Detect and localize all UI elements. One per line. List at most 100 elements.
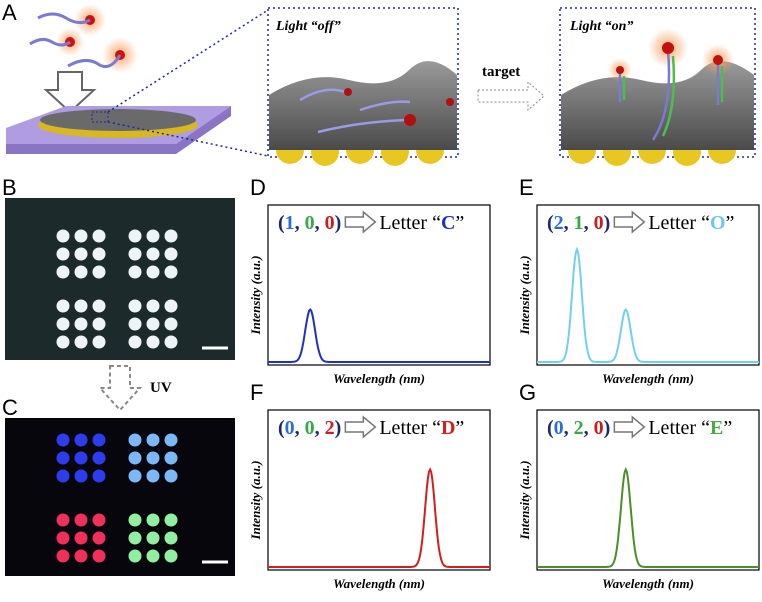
dot <box>164 469 178 483</box>
dot <box>74 229 88 243</box>
uv-arrow: UV <box>97 365 172 412</box>
panel-label: F <box>250 380 263 405</box>
dot <box>128 513 142 527</box>
y-axis-label: Intensity (a.u.) <box>248 460 263 540</box>
arrow-label: target <box>482 64 520 80</box>
dot <box>92 335 106 349</box>
code-token: , <box>295 212 305 234</box>
y-axis-label: Intensity (a.u.) <box>517 460 532 540</box>
dot <box>146 247 160 261</box>
dot <box>92 531 106 545</box>
code-token: , <box>564 212 574 234</box>
spectrum-curve <box>537 467 759 568</box>
dot <box>74 469 88 483</box>
dot <box>146 469 160 483</box>
arrow <box>344 415 377 439</box>
dot <box>74 531 88 545</box>
dot <box>74 513 88 527</box>
plot-frame <box>267 204 491 366</box>
zoom-box-on: Light “on” <box>559 7 756 166</box>
arrow-label: UV <box>150 380 172 396</box>
letter-close: ” <box>723 417 732 439</box>
code-token: 1 <box>574 212 584 234</box>
dot <box>56 299 70 313</box>
mapping-arrow <box>344 415 377 439</box>
dot <box>74 335 88 349</box>
spectrum-panel: G (0, 2, 0) Letter “E” Wavelength (nm) Inten… <box>517 380 760 591</box>
letter-label: Letter “E” <box>648 417 732 439</box>
code-token: 2 <box>325 417 335 439</box>
dot <box>164 433 178 447</box>
plot-frame <box>536 409 760 571</box>
x-axis-label: Wavelength (nm) <box>333 371 425 386</box>
panel-label: B <box>2 175 17 200</box>
panel-label: G <box>519 380 536 405</box>
dot <box>56 451 70 465</box>
dot <box>56 265 70 279</box>
code-token: ( <box>278 417 285 439</box>
dot <box>146 265 160 279</box>
dot <box>92 549 106 563</box>
dot <box>56 335 70 349</box>
spectrum-panel: E (2, 1, 0) Letter “O” Wavelength (nm) Inten… <box>517 175 760 386</box>
spectrum-panel: D (1, 0, 0) Letter “C” Wavelength (nm) Inten… <box>248 175 491 386</box>
code-token: ) <box>335 417 342 439</box>
dot <box>92 513 106 527</box>
code-token: ) <box>335 212 342 234</box>
code-token: ) <box>604 212 611 234</box>
dot <box>92 247 106 261</box>
dot <box>56 433 70 447</box>
dot <box>146 299 160 313</box>
panel-label: C <box>2 395 18 420</box>
dot <box>92 469 106 483</box>
dot <box>56 469 70 483</box>
code-label: (0, 2, 0) <box>547 417 610 439</box>
dot <box>128 265 142 279</box>
panel-label: E <box>519 175 534 200</box>
spectrum-curve <box>268 307 490 363</box>
letter-close: ” <box>455 417 464 439</box>
photo-before <box>5 198 235 360</box>
letter: D <box>441 417 455 439</box>
dot <box>56 513 70 527</box>
x-axis-label: Wavelength (nm) <box>602 576 694 591</box>
code-token: 0 <box>305 212 315 234</box>
dot <box>164 299 178 313</box>
dot <box>146 229 160 243</box>
target-arrow: target <box>477 64 545 112</box>
letter-label: Letter “C” <box>379 212 464 234</box>
dot <box>128 549 142 563</box>
spectrum-panel: F (0, 0, 2) Letter “D” Wavelength (nm) Inten… <box>248 380 491 591</box>
x-axis-label: Wavelength (nm) <box>333 576 425 591</box>
code-token: , <box>315 212 325 234</box>
dot <box>56 549 70 563</box>
code-token: ( <box>547 212 554 234</box>
letter-word: Letter “ <box>379 212 441 234</box>
plot-frame <box>267 409 491 571</box>
letter-close: ” <box>455 212 464 234</box>
dot <box>74 549 88 563</box>
dot <box>74 299 88 313</box>
panel-label: D <box>250 175 266 200</box>
dot <box>92 451 106 465</box>
dot <box>164 451 178 465</box>
code-token: , <box>564 417 574 439</box>
dot <box>164 247 178 261</box>
dot <box>92 265 106 279</box>
letter-close: ” <box>726 212 735 234</box>
code-token: 1 <box>285 212 295 234</box>
letter: C <box>441 212 455 234</box>
dot-array <box>56 229 178 349</box>
spectrum-curve <box>537 246 759 363</box>
dot <box>56 247 70 261</box>
code-token: , <box>315 417 325 439</box>
code-token: , <box>584 212 594 234</box>
code-token: ( <box>278 212 285 234</box>
dot <box>164 317 178 331</box>
dot <box>128 531 142 545</box>
dot <box>56 531 70 545</box>
code-label: (0, 0, 2) <box>278 417 341 439</box>
dot <box>164 229 178 243</box>
photo-after <box>5 418 235 576</box>
